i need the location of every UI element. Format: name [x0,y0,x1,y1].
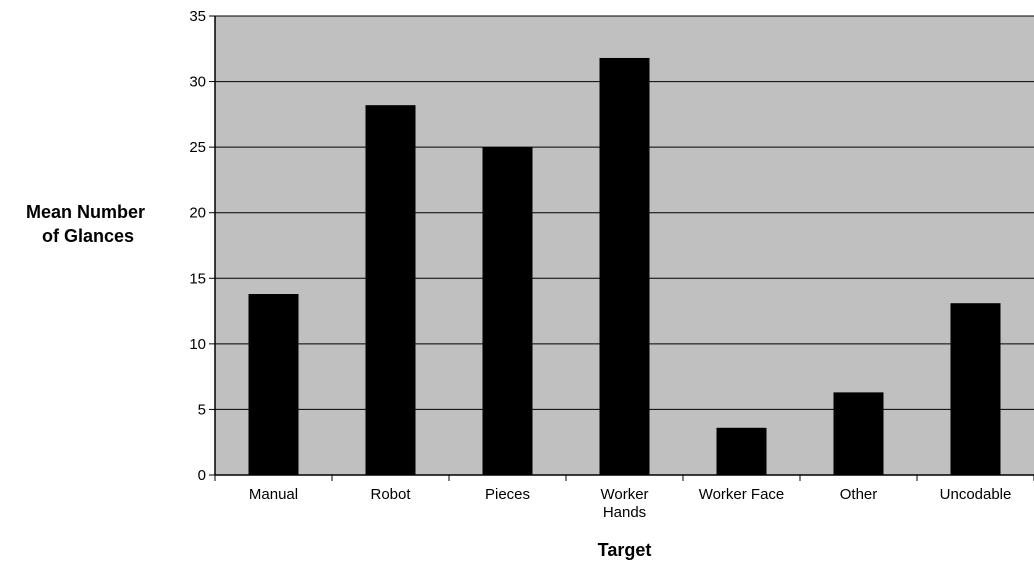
x-tick-label: Pieces [485,486,530,503]
x-tick-label: Worker Hands [600,486,648,521]
y-tick-label: 20 [189,205,206,222]
x-tick-label: Robot [370,486,411,503]
bar [833,392,884,475]
bars [248,57,1001,476]
bar [716,427,767,475]
axes [214,16,1034,476]
y-axis-title: Mean Number of Glances [26,202,150,246]
x-tick-label: Manual [249,486,298,503]
y-tick-label: 25 [189,139,206,156]
y-tick-label: 0 [198,467,206,484]
y-tick-label: 30 [189,74,206,91]
bar [599,57,650,476]
bar [248,294,299,475]
y-ticks: 0 5 10 15 20 25 30 35 [189,8,215,484]
x-tick-label: Uncodable [940,486,1012,503]
y-axis-title-line-2: of Glances [42,226,134,246]
x-ticks: Manual Robot Pieces Worker Hands Worker Face O… [214,475,1034,521]
y-tick-label: 15 [189,270,206,287]
bar [365,105,416,476]
x-axis-title: Target [598,540,652,560]
x-tick-label: Other [840,486,878,503]
y-tick-label: 5 [198,401,206,418]
y-tick-label: 35 [189,8,206,25]
x-tick-label: Worker Face [699,486,785,503]
bar [950,303,1001,475]
bar [482,147,533,475]
y-axis-title-line-1: Mean Number [26,202,145,222]
y-tick-label: 10 [189,336,206,353]
